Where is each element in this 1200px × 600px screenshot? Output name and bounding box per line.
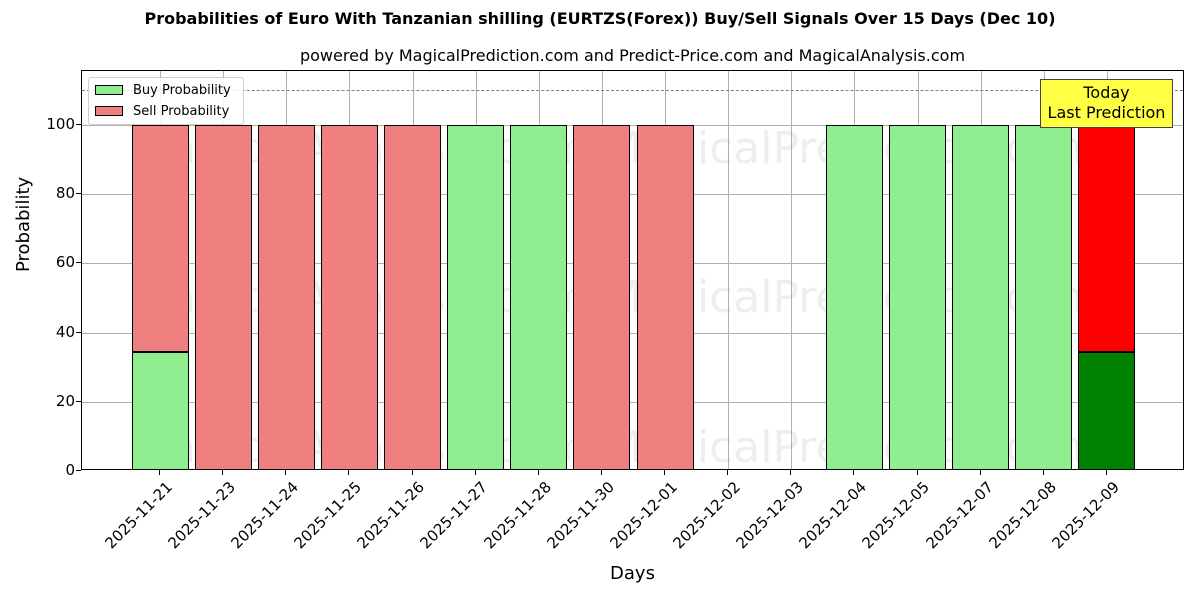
- x-tick-mark: [1042, 470, 1044, 475]
- bar-sell: [194, 124, 252, 469]
- x-tick-mark: [285, 470, 287, 475]
- grid-line-vertical: [728, 71, 730, 469]
- x-tick-label: 2025-11-27: [417, 478, 492, 553]
- bar-sell: [636, 124, 694, 469]
- grid-line-vertical: [791, 71, 793, 469]
- buy-swatch-icon: [95, 85, 123, 95]
- x-tick-mark: [411, 470, 413, 475]
- bar-buy: [1078, 351, 1136, 469]
- y-tick-mark: [76, 193, 81, 195]
- today-annotation: Today Last Prediction: [1040, 79, 1173, 128]
- y-tick-label: 60: [55, 253, 75, 272]
- y-tick-mark: [76, 331, 81, 333]
- x-tick-label: 2025-11-30: [543, 478, 618, 553]
- bar-sell: [573, 124, 631, 469]
- y-axis-label: Probability: [13, 176, 34, 272]
- x-tick-mark: [222, 470, 224, 475]
- x-tick-mark: [979, 470, 981, 475]
- bar-buy: [510, 124, 568, 469]
- x-tick-label: 2025-12-09: [1048, 478, 1123, 553]
- grid-line-horizontal: [82, 263, 1183, 265]
- x-tick-label: 2025-12-05: [858, 478, 934, 553]
- grid-line-horizontal: [82, 124, 1183, 126]
- y-tick-mark: [76, 400, 81, 402]
- x-tick-mark: [474, 470, 476, 475]
- x-tick-label: 2025-12-02: [669, 478, 744, 553]
- bar-sell: [320, 124, 378, 469]
- bar-buy: [825, 124, 883, 469]
- grid-line-horizontal: [82, 332, 1183, 334]
- x-tick-mark: [600, 470, 602, 475]
- bar-buy: [447, 124, 505, 469]
- legend: Buy Probability Sell Probability: [88, 77, 244, 125]
- legend-item-sell: Sell Probability: [95, 103, 230, 119]
- x-axis-label: Days: [610, 563, 655, 584]
- x-tick-label: 2025-11-25: [290, 478, 366, 553]
- y-tick-mark: [76, 470, 81, 471]
- bar-buy: [889, 124, 947, 469]
- bar-sell: [1078, 124, 1136, 352]
- x-tick-label: 2025-11-21: [101, 478, 176, 553]
- grid-line-horizontal: [82, 194, 1183, 196]
- x-tick-mark: [348, 470, 350, 475]
- y-tick-label: 40: [55, 322, 75, 341]
- chart-subtitle: powered by MagicalPrediction.com and Pre…: [299, 46, 966, 65]
- x-tick-label: 2025-11-26: [353, 478, 429, 553]
- x-tick-label: 2025-12-04: [795, 478, 871, 553]
- legend-sell-label: Sell Probability: [133, 103, 230, 119]
- x-tick-label: 2025-11-28: [480, 478, 555, 553]
- y-tick-label: 80: [55, 184, 75, 203]
- annotation-line-1: Today: [1083, 83, 1130, 102]
- reference-line: [82, 90, 1183, 92]
- bar-sell: [384, 124, 442, 469]
- bar-buy: [131, 351, 189, 469]
- y-tick-label: 20: [55, 391, 75, 410]
- x-tick-label: 2025-12-03: [732, 478, 808, 553]
- bar-buy: [1015, 124, 1073, 469]
- annotation-line-2: Last Prediction: [1047, 103, 1166, 122]
- sell-swatch-icon: [95, 106, 123, 116]
- plot-area: MagicalAnalysis.comMagicalPrediction.com…: [81, 70, 1184, 470]
- x-tick-mark: [537, 470, 539, 475]
- x-tick-label: 2025-11-24: [227, 478, 302, 553]
- x-tick-label: 2025-12-07: [922, 478, 997, 553]
- x-tick-mark: [790, 470, 792, 475]
- grid-line-horizontal: [82, 401, 1183, 403]
- x-tick-mark: [727, 470, 729, 475]
- x-tick-mark: [916, 470, 918, 475]
- chart-title: Probabilities of Euro With Tanzanian shi…: [144, 9, 1056, 28]
- legend-item-buy: Buy Probability: [95, 82, 231, 98]
- y-tick-label: 100: [46, 114, 75, 133]
- y-tick-mark: [76, 262, 81, 264]
- x-tick-mark: [1105, 470, 1107, 475]
- x-tick-mark: [664, 470, 666, 475]
- bar-sell: [257, 124, 315, 469]
- bar-sell: [131, 124, 189, 352]
- x-tick-label: 2025-11-23: [164, 478, 239, 553]
- x-tick-mark: [853, 470, 855, 475]
- legend-buy-label: Buy Probability: [133, 82, 231, 98]
- bar-buy: [952, 124, 1010, 469]
- x-tick-label: 2025-12-01: [606, 478, 681, 553]
- x-tick-mark: [159, 470, 160, 475]
- y-tick-mark: [76, 123, 81, 125]
- y-tick-label: 0: [65, 461, 75, 479]
